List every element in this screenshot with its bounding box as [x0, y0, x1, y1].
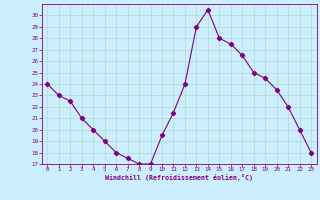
X-axis label: Windchill (Refroidissement éolien,°C): Windchill (Refroidissement éolien,°C): [105, 174, 253, 181]
